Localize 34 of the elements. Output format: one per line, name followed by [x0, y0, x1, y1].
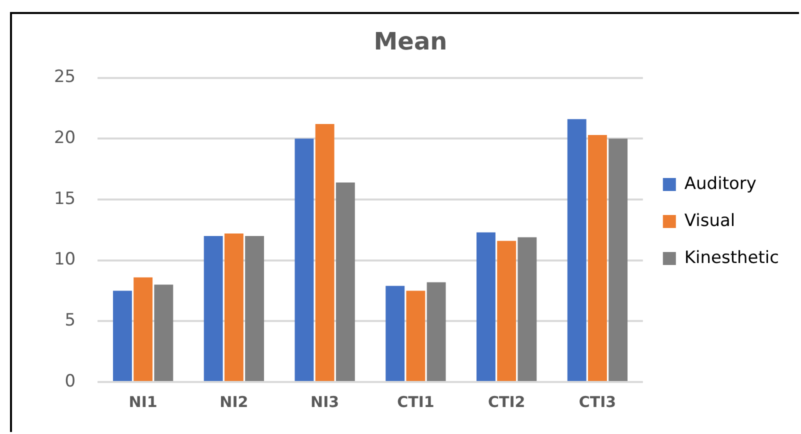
- bar: [336, 182, 355, 381]
- bar: [497, 240, 516, 381]
- bar: [245, 236, 264, 381]
- y-tick-label: 0: [64, 371, 76, 392]
- bar: [112, 290, 132, 381]
- x-tick-label: CTI3: [578, 392, 616, 411]
- y-tick-label: 10: [54, 250, 76, 270]
- y-tick-label: 20: [54, 128, 76, 148]
- bar: [134, 277, 153, 381]
- bar: [204, 236, 223, 381]
- x-tick-label: NI2: [220, 392, 248, 411]
- x-tick-label: CTI1: [397, 392, 434, 411]
- bar: [588, 134, 607, 381]
- bar: [567, 119, 586, 381]
- bar: [224, 234, 244, 381]
- y-tick-label: 25: [54, 67, 76, 88]
- bar: [154, 284, 174, 381]
- bar: [476, 232, 496, 381]
- x-tick-label: NI1: [128, 392, 158, 411]
- bar: [386, 286, 405, 381]
- x-tick-label: NI3: [310, 392, 340, 411]
- legend-label: Kinesthetic: [684, 248, 780, 268]
- bar: [315, 124, 334, 381]
- legend-label: Visual: [684, 210, 736, 231]
- bar: [426, 282, 446, 381]
- legend-label: Auditory: [684, 174, 756, 194]
- y-tick-label: 15: [54, 188, 76, 209]
- bar: [406, 290, 426, 381]
- x-tick-label: CTI2: [488, 392, 526, 411]
- bar: [608, 138, 628, 381]
- bar: [518, 237, 537, 381]
- chart-title: Mean: [374, 28, 448, 56]
- bar: [294, 138, 314, 381]
- y-tick-label: 5: [64, 310, 76, 331]
